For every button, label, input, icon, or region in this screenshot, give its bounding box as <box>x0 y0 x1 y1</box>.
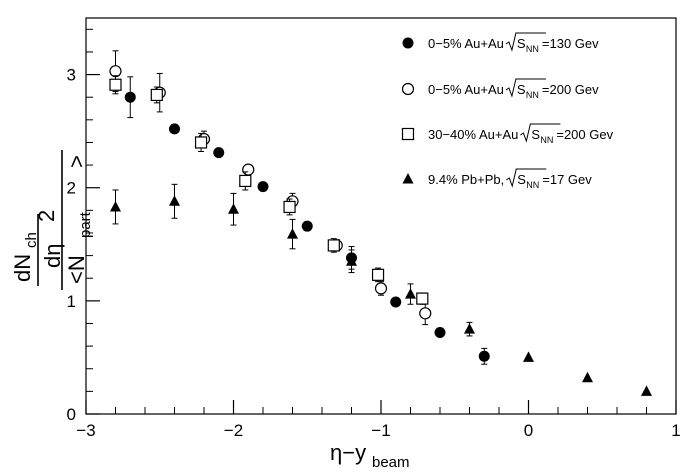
legend-suffix: =200 Gev <box>556 127 613 142</box>
y-title-left-numerator: dN <box>10 254 35 282</box>
data-point <box>523 351 534 362</box>
data-point <box>110 200 121 212</box>
legend-sqrt-sub: NN <box>526 44 539 54</box>
y-title-right-denominator: <N <box>64 255 89 284</box>
data-point <box>239 174 252 188</box>
y-tick-label: 2 <box>67 179 76 198</box>
data-point <box>327 239 340 252</box>
data-point <box>464 323 475 334</box>
y-title-right-denominator-close: > <box>64 155 89 168</box>
x-tick-label: −3 <box>76 421 95 440</box>
legend-suffix: =17 Gev <box>542 172 592 187</box>
axis-ticks: −3 −2 −1 0 1 0 1 2 3 <box>67 28 681 440</box>
y-tick-label: 3 <box>67 66 76 85</box>
legend-suffix: =200 Gev <box>542 82 599 97</box>
x-axis-title-main: η−y <box>330 440 366 465</box>
data-point <box>169 195 180 206</box>
data-point <box>109 78 122 91</box>
legend-sqrt-sign <box>505 32 546 52</box>
x-tick-label: 0 <box>524 421 533 440</box>
y-title-left-denominator: dη <box>40 244 65 268</box>
legend-sqrt-sign <box>520 123 561 143</box>
legend-sqrt-label: S <box>517 36 526 51</box>
series-3 <box>110 183 652 396</box>
legend-marker <box>402 37 414 49</box>
data-point <box>416 292 429 305</box>
data-point <box>390 296 402 308</box>
data-point <box>169 123 180 135</box>
x-axis-title-sub: beam <box>372 454 410 471</box>
series-2 <box>109 75 429 305</box>
legend-marker <box>402 173 414 184</box>
x-tick-label: 1 <box>671 421 680 440</box>
legend-sqrt-sub: NN <box>540 135 553 145</box>
data-point <box>257 181 269 193</box>
data-point <box>109 65 122 78</box>
legend-sqrt-sub: NN <box>526 180 539 190</box>
data-point <box>194 136 208 149</box>
data-point <box>419 307 432 320</box>
x-tick-label: −1 <box>371 421 390 440</box>
data-point <box>150 88 163 102</box>
y-title-right-numerator: 2 <box>34 210 59 222</box>
y-title-right-denominator-sub: part <box>77 211 94 238</box>
legend-label: 9.4% Pb+Pb, <box>428 172 504 187</box>
data-points <box>109 50 652 396</box>
data-point <box>213 147 225 159</box>
y-axis-title: dN ch dη 2 <N part > <box>10 150 94 290</box>
data-point <box>478 350 490 362</box>
legend-sqrt-sign <box>505 168 547 188</box>
data-point <box>434 327 446 339</box>
data-point <box>287 228 298 239</box>
legend-sqrt-label: S <box>531 127 540 142</box>
data-point <box>641 385 652 396</box>
legend-sqrt-sign <box>505 78 546 98</box>
legend-label: 30−40% Au+Au <box>428 127 518 142</box>
data-point <box>301 220 313 232</box>
legend-suffix: =130 Gev <box>542 36 599 51</box>
data-point <box>124 91 136 103</box>
data-point <box>242 163 255 176</box>
legend-sqrt-sub: NN <box>526 90 539 100</box>
legend-label: 0−5% Au+Au <box>428 82 504 97</box>
legend-sqrt-label: S <box>517 172 526 187</box>
legend-label: 0−5% Au+Au <box>428 36 504 51</box>
y-tick-label: 0 <box>67 405 76 424</box>
data-point <box>405 288 416 299</box>
data-point <box>346 255 357 266</box>
x-tick-label: −2 <box>224 421 243 440</box>
y-tick-label: 1 <box>67 292 76 311</box>
data-point <box>582 371 593 383</box>
y-title-left-numerator-sub: ch <box>23 232 40 248</box>
data-point <box>374 282 388 295</box>
data-point <box>228 203 239 214</box>
data-point <box>283 200 296 214</box>
legend-marker <box>401 82 415 96</box>
legend-sqrt-label: S <box>517 82 526 97</box>
x-axis-title: η−y beam <box>330 440 410 471</box>
legend-marker <box>401 127 415 141</box>
data-point <box>371 268 385 281</box>
